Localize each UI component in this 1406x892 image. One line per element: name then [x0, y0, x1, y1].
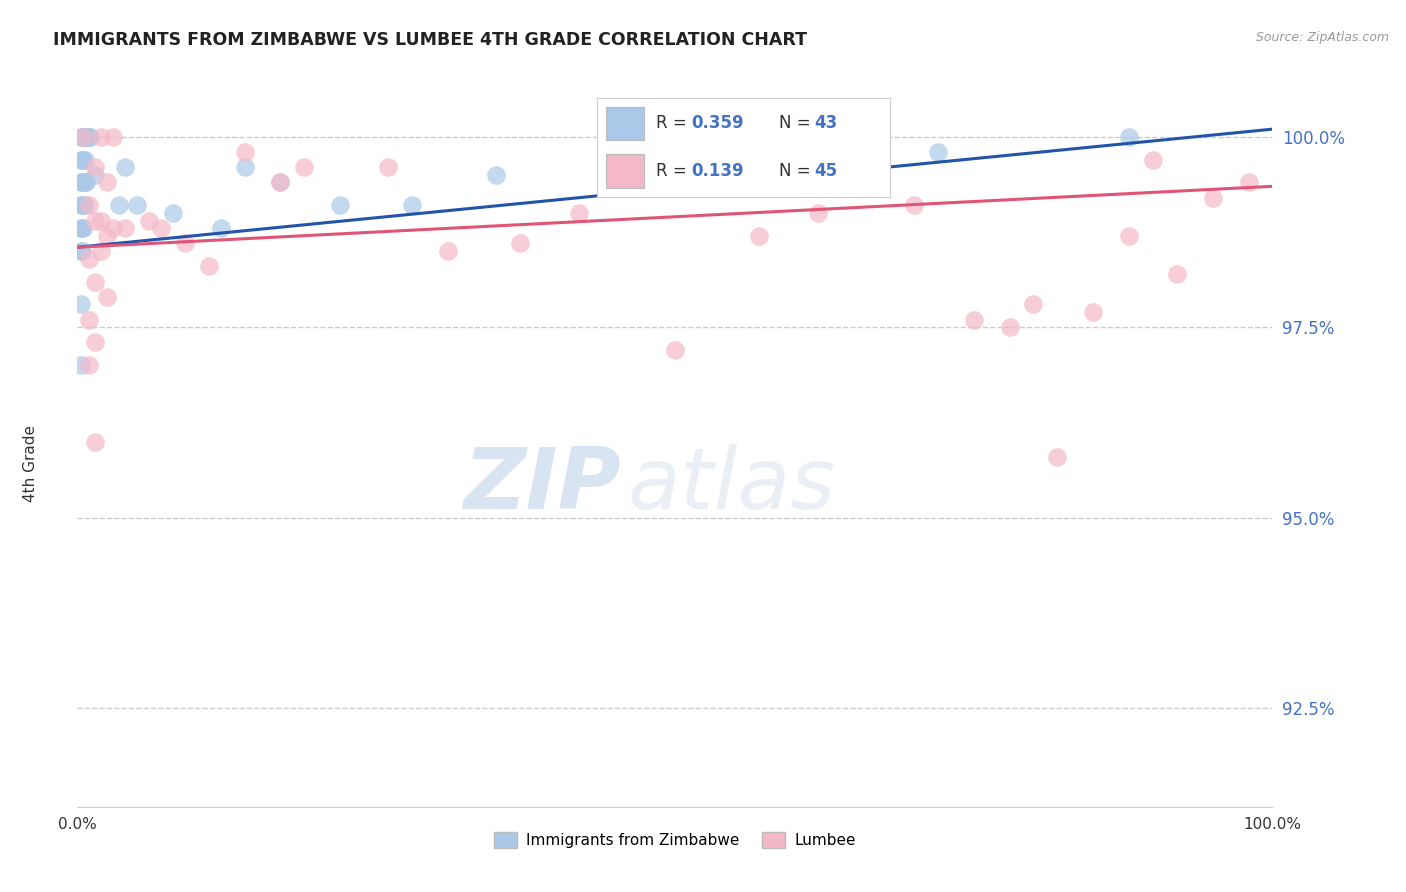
Point	[84, 434, 107, 449]
Point	[114, 161, 136, 175]
Point	[79, 252, 101, 266]
Point	[70, 198, 93, 212]
Point	[72, 153, 94, 167]
Point	[1022, 297, 1045, 311]
Point	[748, 228, 770, 243]
Point	[150, 221, 173, 235]
Point	[1237, 176, 1260, 190]
Point	[70, 221, 93, 235]
Point	[73, 198, 96, 212]
Point	[270, 176, 292, 190]
Text: Source: ZipAtlas.com: Source: ZipAtlas.com	[1256, 31, 1389, 45]
Point	[903, 198, 925, 212]
Point	[72, 176, 94, 190]
Point	[79, 359, 101, 373]
Point	[233, 161, 256, 175]
Point	[70, 198, 93, 212]
Point	[96, 290, 118, 304]
Point	[70, 129, 93, 144]
Point	[568, 206, 591, 220]
Point	[79, 129, 101, 144]
Point	[84, 275, 107, 289]
Point	[79, 312, 101, 326]
Point	[72, 198, 94, 212]
Point	[509, 236, 531, 251]
Point	[75, 129, 97, 144]
Point	[927, 145, 949, 159]
Point	[70, 221, 93, 235]
Point	[844, 145, 866, 159]
Point	[485, 168, 508, 182]
Point	[72, 129, 94, 144]
Point	[998, 320, 1021, 334]
Point	[270, 176, 292, 190]
Point	[437, 244, 460, 258]
Point	[174, 236, 197, 251]
Point	[70, 176, 93, 190]
Point	[90, 213, 112, 227]
Point	[96, 228, 118, 243]
Point	[664, 343, 686, 357]
Point	[162, 206, 184, 220]
Point	[70, 129, 93, 144]
Point	[73, 129, 96, 144]
Point	[401, 198, 423, 212]
Point	[72, 221, 94, 235]
Point	[70, 297, 93, 311]
Point	[1118, 228, 1140, 243]
Point	[90, 129, 112, 144]
Point	[807, 206, 830, 220]
Point	[1046, 450, 1069, 464]
Point	[96, 176, 118, 190]
Point	[724, 168, 747, 182]
Point	[70, 176, 93, 190]
Point	[209, 221, 232, 235]
Point	[70, 153, 93, 167]
Point	[138, 213, 160, 227]
Point	[963, 312, 986, 326]
Point	[73, 153, 96, 167]
Point	[1083, 305, 1105, 319]
Point	[72, 129, 94, 144]
Point	[197, 260, 219, 274]
Point	[377, 161, 399, 175]
Point	[76, 129, 98, 144]
Point	[294, 161, 316, 175]
Point	[79, 198, 101, 212]
Text: IMMIGRANTS FROM ZIMBABWE VS LUMBEE 4TH GRADE CORRELATION CHART: IMMIGRANTS FROM ZIMBABWE VS LUMBEE 4TH G…	[53, 31, 807, 49]
Point	[84, 161, 107, 175]
Point	[114, 221, 136, 235]
Text: 4th Grade: 4th Grade	[24, 425, 38, 502]
Point	[103, 221, 124, 235]
Point	[70, 244, 93, 258]
Point	[233, 145, 256, 159]
Point	[1166, 267, 1188, 281]
Point	[1118, 129, 1140, 144]
Point	[127, 198, 149, 212]
Point	[70, 359, 93, 373]
Point	[84, 335, 107, 350]
Point	[1202, 191, 1225, 205]
Point	[329, 198, 352, 212]
Point	[84, 213, 107, 227]
Point	[90, 244, 112, 258]
Legend: Immigrants from Zimbabwe, Lumbee: Immigrants from Zimbabwe, Lumbee	[488, 826, 862, 855]
Point	[75, 176, 97, 190]
Point	[70, 244, 93, 258]
Text: atlas: atlas	[627, 444, 835, 527]
Point	[1142, 153, 1164, 167]
Point	[73, 176, 96, 190]
Point	[79, 129, 101, 144]
Point	[108, 198, 131, 212]
Point	[70, 153, 93, 167]
Point	[103, 129, 124, 144]
Text: ZIP: ZIP	[464, 444, 621, 527]
Point	[77, 129, 100, 144]
Point	[84, 168, 107, 182]
